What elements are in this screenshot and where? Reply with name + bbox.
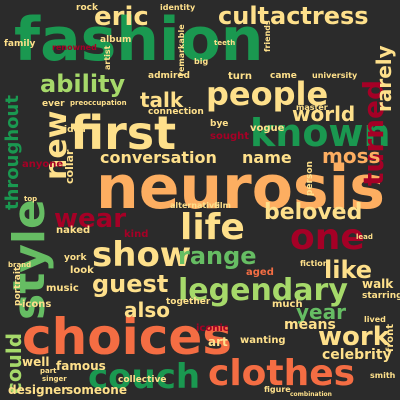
word-york: york xyxy=(64,253,87,263)
word-legendary: legendary xyxy=(178,273,348,308)
word-person: person xyxy=(305,161,315,196)
word-range: range xyxy=(178,242,257,270)
word-name: name xyxy=(242,148,292,167)
word-actress: actress xyxy=(270,2,369,30)
word-film: film xyxy=(214,201,232,210)
word-identity: identity xyxy=(160,3,196,12)
word-part: part xyxy=(40,367,57,375)
word-collective: collective xyxy=(118,375,167,385)
word-master: master xyxy=(296,103,328,112)
word-artist: artist xyxy=(103,45,112,71)
word-smith: smith xyxy=(370,371,396,380)
word-admired: admired xyxy=(148,71,190,81)
word-preoccupation: preoccupation xyxy=(70,99,127,107)
word-sought: sought xyxy=(210,131,249,142)
word-work: work xyxy=(318,322,390,352)
word-someone: someone xyxy=(66,383,127,397)
word-idea: idea xyxy=(64,125,86,135)
word-figure: figure xyxy=(264,385,291,394)
word-world: world xyxy=(292,102,356,126)
word-portrait: portrait xyxy=(13,266,23,306)
word-anyone: anyone xyxy=(22,159,64,170)
word-brand: brand xyxy=(8,261,32,269)
word-fiction: fiction xyxy=(300,259,329,268)
word-kind: kind xyxy=(124,229,149,240)
word-means: means xyxy=(284,317,336,333)
word-like: like xyxy=(324,256,373,284)
word-eric: eric xyxy=(94,2,149,32)
word-rarely: rarely xyxy=(372,45,396,112)
word-first: first xyxy=(70,106,177,160)
word-teeth: teeth xyxy=(214,39,236,47)
word-renowned: renowned xyxy=(52,43,97,52)
word-album: album xyxy=(100,35,132,45)
word-well: well xyxy=(22,355,50,369)
word-alternative: alternative xyxy=(170,201,220,210)
word-much: much xyxy=(272,299,303,310)
word-throughout: throughout xyxy=(2,95,23,210)
word-walk: walk xyxy=(362,277,394,291)
word-remarkable: remarkable xyxy=(177,24,186,76)
word-neurosis: neurosis xyxy=(96,153,385,223)
word-aged: aged xyxy=(246,267,274,278)
word-collar: collar xyxy=(63,149,76,184)
word-top: top xyxy=(24,195,38,203)
word-designer: designer xyxy=(8,383,68,397)
word-cult: cult xyxy=(218,2,270,30)
word-friends: friends xyxy=(263,20,272,52)
word-icons: icons xyxy=(22,299,52,310)
word-together: together xyxy=(166,297,211,307)
word-iconic: iconic xyxy=(196,323,229,334)
word-famous: famous xyxy=(56,359,106,373)
word-combination: combination xyxy=(290,391,332,398)
word-fashion: fashion xyxy=(14,5,264,75)
word-starring: starring xyxy=(362,291,400,301)
word-singer: singer xyxy=(42,375,67,383)
word-vogue: vogue xyxy=(250,123,285,134)
word-wear: wear xyxy=(54,204,127,234)
word-bye: bye xyxy=(210,119,229,129)
word-lead: lead xyxy=(356,233,373,241)
word-came: came xyxy=(270,71,297,81)
word-music: music xyxy=(46,283,79,294)
word-big: big xyxy=(194,57,209,66)
word-art: art xyxy=(208,335,228,349)
word-known: known xyxy=(250,111,391,155)
word-show: show xyxy=(92,235,192,275)
word-rock: rock xyxy=(76,3,98,13)
word-guest: guest xyxy=(92,270,169,298)
word-people: people xyxy=(206,75,329,113)
word-clothes: clothes xyxy=(208,353,356,394)
word-lived: lived xyxy=(364,315,386,324)
word-beloved: beloved xyxy=(264,200,363,225)
word-talk: talk xyxy=(140,88,184,112)
word-also: also xyxy=(124,298,170,322)
word-wanting: wanting xyxy=(240,335,286,346)
word-couch: couch xyxy=(88,357,201,397)
word-conversation: conversation xyxy=(100,148,217,167)
word-one: one xyxy=(290,217,365,258)
word-connection: connection xyxy=(148,107,204,117)
word-year: year xyxy=(296,300,346,324)
word-turn: turn xyxy=(228,71,252,82)
word-ability: ability xyxy=(40,70,126,98)
word-university: university xyxy=(312,71,358,80)
word-family: family xyxy=(4,39,36,49)
word-front: front xyxy=(385,323,396,352)
word-ever: ever xyxy=(42,99,65,109)
word-naked: naked xyxy=(56,225,91,236)
word-moss: moss xyxy=(322,144,381,168)
word-life: life xyxy=(180,207,245,248)
word-celebrity: celebrity xyxy=(322,347,392,363)
word-choices: choices xyxy=(22,308,233,366)
word-look: look xyxy=(70,265,94,276)
